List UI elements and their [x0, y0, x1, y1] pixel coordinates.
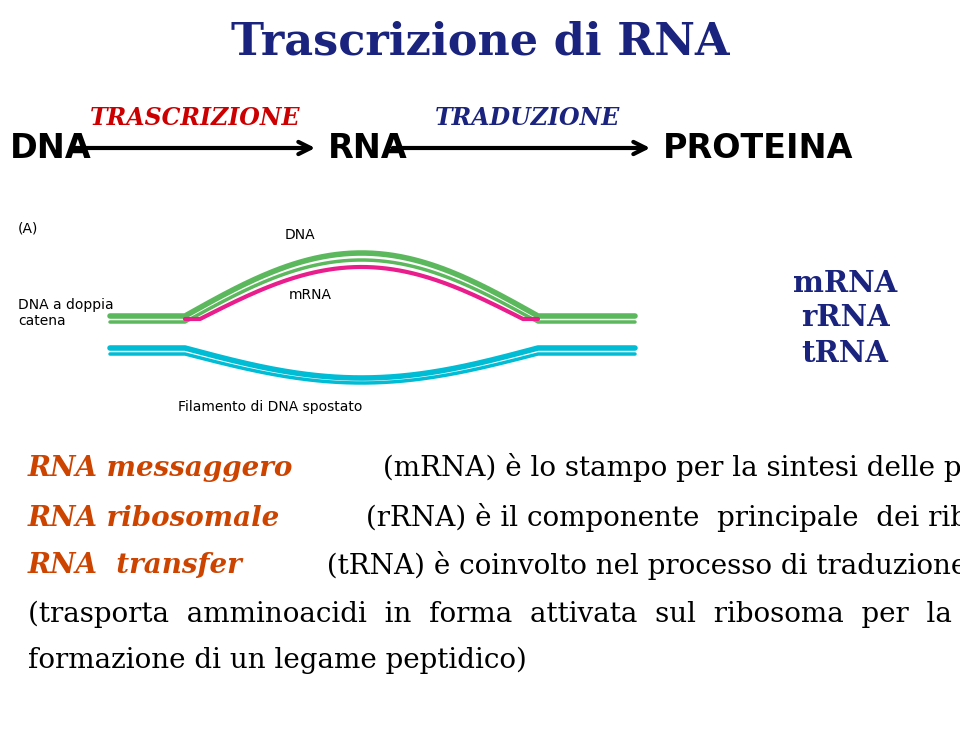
- Text: (trasporta  amminoacidi  in  forma  attivata  sul  ribosoma  per  la: (trasporta amminoacidi in forma attivata…: [28, 600, 952, 627]
- Text: Trascrizione di RNA: Trascrizione di RNA: [230, 21, 730, 64]
- Text: PROTEINA: PROTEINA: [663, 132, 853, 165]
- Text: tRNA: tRNA: [802, 338, 889, 367]
- Text: DNA: DNA: [285, 228, 315, 242]
- Text: (rRNA) è il componente  principale  dei ribosomi: (rRNA) è il componente principale dei ri…: [357, 503, 960, 533]
- Text: Filamento di DNA spostato: Filamento di DNA spostato: [178, 400, 362, 414]
- Text: DNA a doppia
catena: DNA a doppia catena: [18, 298, 113, 328]
- Text: RNA: RNA: [328, 132, 408, 165]
- Text: TRADUZIONE: TRADUZIONE: [436, 106, 620, 130]
- Text: RNA ribosomale: RNA ribosomale: [28, 505, 280, 531]
- Text: TRASCRIZIONE: TRASCRIZIONE: [89, 106, 300, 130]
- Text: RNA  transfer: RNA transfer: [28, 553, 243, 579]
- Text: (mRNA) è lo stampo per la sintesi delle proteine: (mRNA) è lo stampo per la sintesi delle …: [374, 454, 960, 483]
- Text: mRNA: mRNA: [289, 288, 331, 302]
- Text: RNA messaggero: RNA messaggero: [28, 454, 294, 482]
- Text: formazione di un legame peptidico): formazione di un legame peptidico): [28, 647, 527, 674]
- Text: DNA: DNA: [10, 132, 92, 165]
- Text: mRNA: mRNA: [793, 268, 898, 298]
- Text: (A): (A): [18, 222, 38, 236]
- Text: (tRNA) è coinvolto nel processo di traduzione: (tRNA) è coinvolto nel processo di tradu…: [309, 551, 960, 581]
- Text: rRNA: rRNA: [801, 304, 889, 333]
